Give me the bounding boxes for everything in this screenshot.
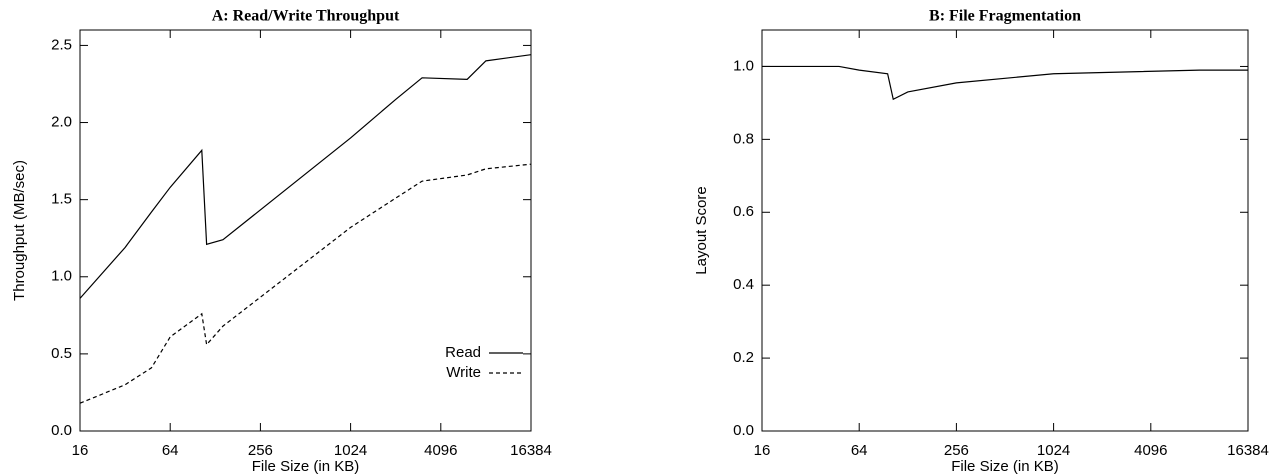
y-axis-label: Throughput (MB/sec)	[11, 160, 28, 301]
series-line	[762, 65, 1248, 101]
x-tick-label: 1024	[334, 442, 367, 459]
y-tick-label: 1.0	[733, 57, 754, 74]
x-tick-label: 4096	[424, 442, 457, 459]
x-tick-label: 256	[248, 442, 273, 459]
y-tick-label: 0.5	[51, 345, 72, 362]
y-axis-label: Layout Score	[693, 186, 710, 274]
x-tick-label: 16	[754, 442, 771, 459]
x-tick-label: 1024	[1037, 442, 1070, 459]
chart-title: B: File Fragmentation	[929, 8, 1081, 25]
x-axis-label: File Size (in KB)	[951, 458, 1059, 475]
y-tick-label: 2.0	[51, 114, 72, 131]
y-tick-label: 1.5	[51, 191, 72, 208]
x-axis-label: File Size (in KB)	[252, 458, 360, 475]
y-tick-label: 0.0	[733, 422, 754, 439]
x-tick-label: 16	[72, 442, 89, 459]
x-tick-label: 16384	[1227, 442, 1269, 459]
x-tick-label: 64	[162, 442, 179, 459]
y-tick-label: 0.6	[733, 203, 754, 220]
y-tick-label: 1.0	[51, 268, 72, 285]
plot-frame	[761, 29, 1249, 432]
x-tick-label: 256	[944, 442, 969, 459]
y-tick-label: 0.0	[51, 422, 72, 439]
y-tick-label: 0.4	[733, 276, 754, 293]
series-line	[79, 163, 532, 404]
chart-title: A: Read/Write Throughput	[212, 8, 400, 25]
series-line	[79, 54, 532, 299]
plot-frame	[79, 29, 532, 432]
y-tick-label: 2.5	[51, 36, 72, 53]
y-tick-label: 0.8	[733, 130, 754, 147]
x-tick-label: 16384	[510, 442, 552, 459]
x-tick-label: 4096	[1134, 442, 1167, 459]
x-tick-label: 64	[851, 442, 868, 459]
legend-label: Write	[446, 364, 481, 381]
legend-label: Read	[445, 344, 481, 361]
y-tick-label: 0.2	[733, 349, 754, 366]
